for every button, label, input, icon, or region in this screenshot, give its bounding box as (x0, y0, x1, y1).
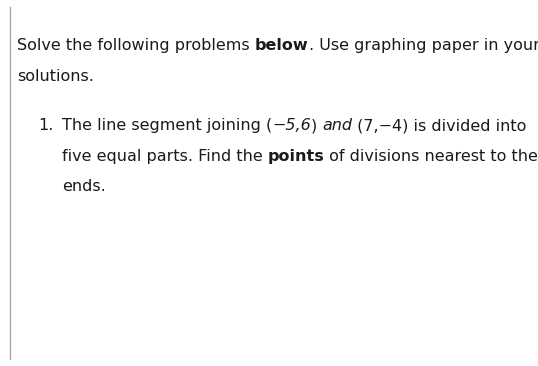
Text: (7,−4) is divided into: (7,−4) is divided into (352, 118, 527, 133)
Text: five equal parts. Find the: five equal parts. Find the (62, 149, 268, 164)
Text: −5,6: −5,6 (272, 118, 311, 133)
Text: of divisions nearest to the: of divisions nearest to the (324, 149, 538, 164)
Text: and: and (322, 118, 352, 133)
Text: ends.: ends. (62, 179, 105, 194)
Text: Solve the following problems: Solve the following problems (17, 38, 255, 53)
Text: . Use graphing paper in your: . Use graphing paper in your (309, 38, 538, 53)
Text: ): ) (311, 118, 322, 133)
Text: The line segment joining (: The line segment joining ( (62, 118, 272, 133)
Text: below: below (255, 38, 309, 53)
Text: 1.: 1. (39, 118, 54, 133)
Text: solutions.: solutions. (17, 69, 94, 84)
Text: points: points (268, 149, 324, 164)
